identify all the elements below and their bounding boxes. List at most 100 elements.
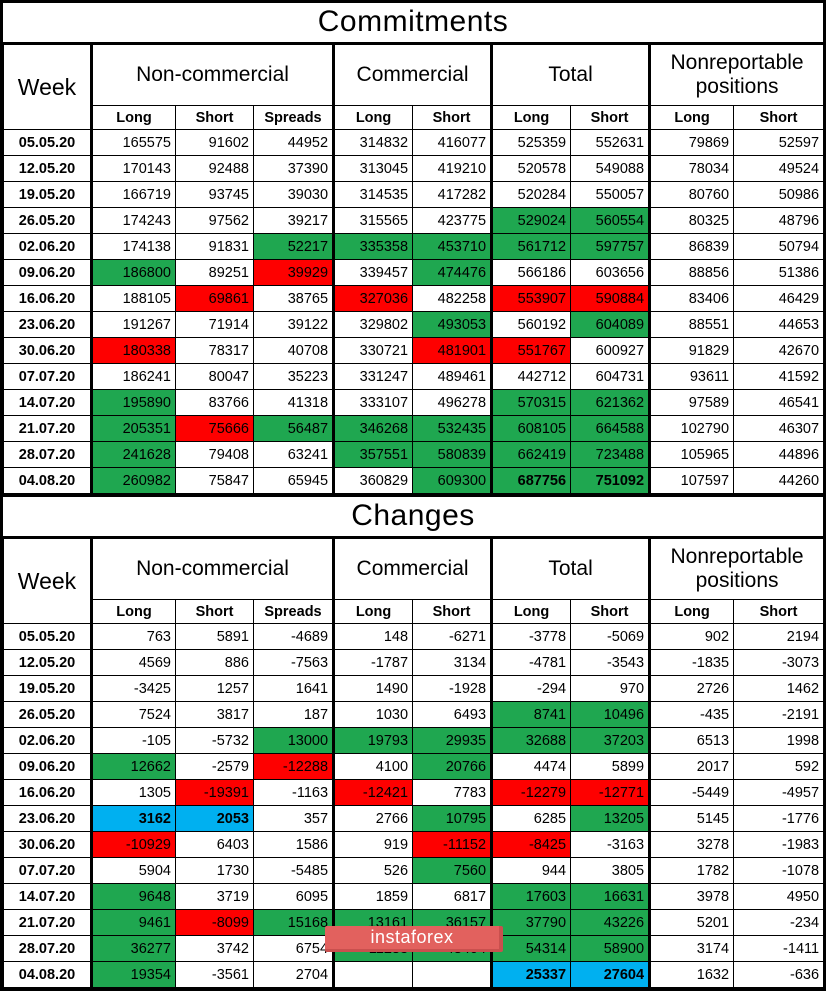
value-cell: -3543 [570,649,651,676]
value-cell: 39030 [252,181,335,208]
value-cell: 42670 [733,337,825,364]
value-cell: -1078 [733,857,825,884]
table-row: 12.05.20 4569 886 -7563 -1787 3134 -4781 -3543-… [3,649,825,676]
value-cell: 1257 [175,675,254,702]
value-cell: 2766 [332,805,414,832]
value-cell: 44896 [733,441,825,468]
value-cell: 37390 [252,155,335,182]
value-cell: 1859 [332,883,414,910]
value-cell: 9648 [90,883,176,910]
value-cell: 54314 [490,935,572,962]
value-cell: 550057 [570,181,651,208]
value-cell: 6285 [490,805,572,832]
value-cell: 91831 [175,233,254,260]
value-cell: 16631 [570,883,651,910]
week-cell: 30.06.20 [3,831,92,858]
week-cell: 23.06.20 [3,805,92,832]
value-cell: 86839 [648,233,735,260]
value-cell: 525359 [490,129,572,156]
value-cell: 357551 [332,441,414,468]
value-cell: 75666 [175,415,254,442]
week-cell: 02.06.20 [3,727,92,754]
value-cell: 6493 [412,701,493,728]
value-cell: 482258 [412,285,493,312]
value-cell: 360829 [332,467,414,494]
value-cell: 570315 [490,389,572,416]
value-cell: -105 [90,727,176,754]
value-cell: 5904 [90,857,176,884]
value-cell: 65945 [252,467,335,494]
value-cell: 751092 [570,467,651,494]
week-cell: 21.07.20 [3,909,92,936]
value-cell: 174138 [90,233,176,260]
value-cell: 93611 [648,363,735,390]
value-cell: 566186 [490,259,572,286]
value-cell: -1787 [332,649,414,676]
value-cell: 314832 [332,129,414,156]
value-cell: 609300 [412,467,493,494]
value-cell: 5891 [175,623,254,650]
value-cell: 357 [252,805,335,832]
value-cell: 51386 [733,259,825,286]
value-cell: 7560 [412,857,493,884]
week-cell: 30.06.20 [3,337,92,364]
value-cell: -3778 [490,623,572,650]
value-cell: 43226 [570,909,651,936]
value-cell: 902 [648,623,735,650]
value-cell: 4950 [733,883,825,910]
value-cell: 2017 [648,753,735,780]
value-cell: 78317 [175,337,254,364]
value-cell: 5899 [570,753,651,780]
value-cell: -5485 [252,857,335,884]
value-cell: 188105 [90,285,176,312]
value-cell: -435 [648,701,735,728]
value-cell: 174243 [90,207,176,234]
column-header: Short [733,599,825,624]
value-cell: 50986 [733,181,825,208]
value-cell: -2191 [733,701,825,728]
value-cell: 44260 [733,467,825,494]
table-row: 26.05.20 7524 3817 187 1030 6493 8741 10496 -435… [3,701,825,728]
value-cell: 886 [175,649,254,676]
week-cell: 04.08.20 [3,467,92,494]
instaforex-watermark: instaforex [325,926,503,952]
value-cell: 1632 [648,961,735,988]
table-row: 04.08.20 260982 75847 65945 360829 609300 6877… [3,467,825,494]
value-cell: -1835 [648,649,735,676]
week-cell: 07.07.20 [3,363,92,390]
column-header: Long [648,105,735,130]
week-cell: 05.05.20 [3,129,92,156]
value-cell: 20766 [412,753,493,780]
value-cell: 49524 [733,155,825,182]
week-cell: 09.06.20 [3,259,92,286]
value-cell: 333107 [332,389,414,416]
value-cell: 13205 [570,805,651,832]
value-cell: 453710 [412,233,493,260]
value-cell: 71914 [175,311,254,338]
value-cell: 3742 [175,935,254,962]
table-row: 30.06.20 -10929 6403 1586 919 -11152 -8425 -316… [3,831,825,858]
value-cell: 39122 [252,311,335,338]
week-cell: 09.06.20 [3,753,92,780]
group-header: Total [490,538,651,600]
value-cell: -19391 [175,779,254,806]
table-row: 23.06.20 191267 71914 39122 329802 493053 5601… [3,311,825,338]
value-cell: 105965 [648,441,735,468]
value-cell: -6271 [412,623,493,650]
value-cell: 37790 [490,909,572,936]
value-cell: 3805 [570,857,651,884]
value-cell: -294 [490,675,572,702]
table-row: 02.06.20 174138 91831 52217 335358 453710 5617… [3,233,825,260]
value-cell: 191267 [90,311,176,338]
value-cell: 80760 [648,181,735,208]
column-header: Short [412,599,493,624]
value-cell: 553907 [490,285,572,312]
commitments-section: Commitments Week Non-commercial Commercial… [0,0,826,497]
week-cell: 12.05.20 [3,649,92,676]
value-cell: 17603 [490,883,572,910]
value-cell: -3425 [90,675,176,702]
column-header: Long [490,599,572,624]
value-cell: -11152 [412,831,493,858]
value-cell: 58900 [570,935,651,962]
week-cell: 07.07.20 [3,857,92,884]
